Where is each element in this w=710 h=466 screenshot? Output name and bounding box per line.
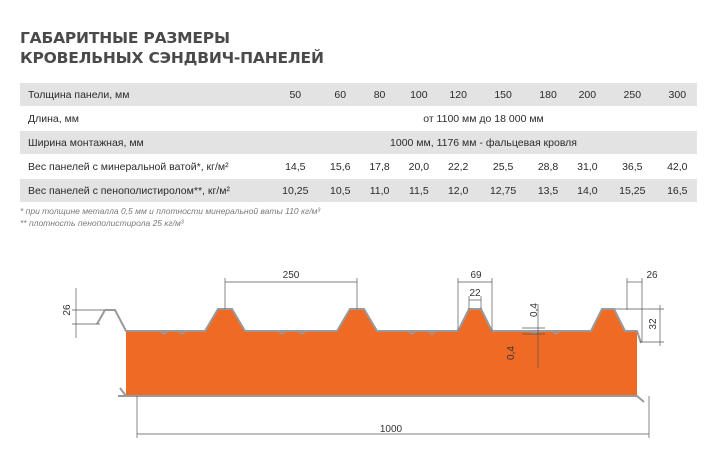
weight-cell: 13,5	[528, 178, 568, 203]
top-sheet-profile	[96, 308, 642, 344]
bottom-sheet-profile	[119, 387, 645, 403]
thickness-cell: 180	[528, 83, 568, 107]
footnote-1: * при толщине металла 0,5 мм и плотности…	[20, 206, 321, 216]
thickness-cell: 120	[438, 83, 478, 107]
dim-rib-height-label: 26	[62, 304, 73, 316]
weight-cell: 15,6	[320, 154, 360, 179]
title-line-2: КРОВЕЛЬНЫХ СЭНДВИЧ-ПАНЕЛЕЙ	[20, 49, 324, 67]
thickness-cell: 300	[657, 83, 697, 107]
table-row-length: Длина, мм от 1100 мм до 18 000 мм	[20, 106, 697, 131]
dim-edge-height-label: 32	[648, 318, 659, 330]
thickness-cell: 50	[270, 83, 321, 107]
panel-core	[126, 309, 637, 396]
weight-cell: 28,8	[528, 154, 568, 179]
stiffening-ribs	[159, 330, 561, 335]
weight-cell: 17,8	[359, 154, 400, 179]
dim-rib-pitch-label: 250	[283, 270, 300, 281]
panel-cross-section-drawing: 26 250 69 22 0,4 0,4 26 32 1000	[62, 270, 664, 438]
weight-cell: 14,0	[567, 178, 607, 203]
dim-total-width-label: 1000	[380, 424, 403, 435]
weight-cell: 25,5	[477, 154, 529, 179]
weight-cell: 42,0	[657, 154, 697, 179]
row-label: Длина, мм	[20, 106, 270, 131]
weight-cell: 14,5	[270, 154, 321, 179]
specification-table: Толщина панели, мм 50 60 80 100 120 150 …	[20, 83, 697, 203]
table-row-weight-foam: Вес панелей с пенополистиролом**, кг/м² …	[20, 178, 697, 203]
weight-cell: 15,25	[607, 178, 658, 203]
table-row-weight-mineral: Вес панелей с минеральной ватой*, кг/м² …	[20, 154, 697, 179]
dim-rib-top-label: 22	[469, 288, 481, 299]
weight-cell: 16,5	[657, 178, 697, 203]
dim-edge-rib-label: 26	[646, 270, 658, 281]
weight-cell: 22,2	[438, 154, 478, 179]
dimension-lines	[72, 278, 664, 438]
footnote-2: ** плотность пенополистирола 25 кг/м³	[20, 218, 184, 228]
thickness-cell: 200	[567, 83, 607, 107]
weight-cell: 12,75	[477, 178, 529, 203]
footnotes: * при толщине металла 0,5 мм и плотности…	[20, 205, 320, 229]
row-label: Вес панелей с пенополистиролом**, кг/м²	[20, 178, 270, 203]
weight-cell: 10,5	[320, 178, 360, 203]
weight-cell: 31,0	[567, 154, 607, 179]
weight-cell: 11,5	[399, 178, 439, 203]
weight-cell: 10,25	[270, 178, 321, 203]
thickness-cell: 150	[477, 83, 529, 107]
row-label: Вес панелей с минеральной ватой*, кг/м²	[20, 154, 270, 179]
length-value: от 1100 мм до 18 000 мм	[270, 106, 697, 131]
table-row-thickness: Толщина панели, мм 50 60 80 100 120 150 …	[20, 83, 697, 107]
table-row-width: Ширина монтажная, мм 1000 мм, 1176 мм - …	[20, 130, 697, 155]
dim-sheet-bottom-label: 0,4	[506, 346, 517, 360]
width-value: 1000 мм, 1176 мм - фальцевая кровля	[270, 130, 697, 155]
row-label: Ширина монтажная, мм	[20, 130, 270, 155]
thickness-cell: 100	[399, 83, 439, 107]
weight-cell: 12,0	[438, 178, 478, 203]
thickness-cell: 60	[320, 83, 360, 107]
dim-rib-base-label: 69	[470, 270, 482, 281]
thickness-cell: 80	[359, 83, 400, 107]
page-title: ГАБАРИТНЫЕ РАЗМЕРЫ КРОВЕЛЬНЫХ СЭНДВИЧ-ПА…	[20, 28, 324, 68]
thickness-cell: 250	[607, 83, 658, 107]
weight-cell: 20,0	[399, 154, 439, 179]
title-line-1: ГАБАРИТНЫЕ РАЗМЕРЫ	[20, 29, 230, 47]
weight-cell: 36,5	[607, 154, 658, 179]
weight-cell: 11,0	[359, 178, 400, 203]
row-label: Толщина панели, мм	[20, 83, 270, 107]
dim-sheet-top-label: 0,4	[529, 303, 540, 317]
